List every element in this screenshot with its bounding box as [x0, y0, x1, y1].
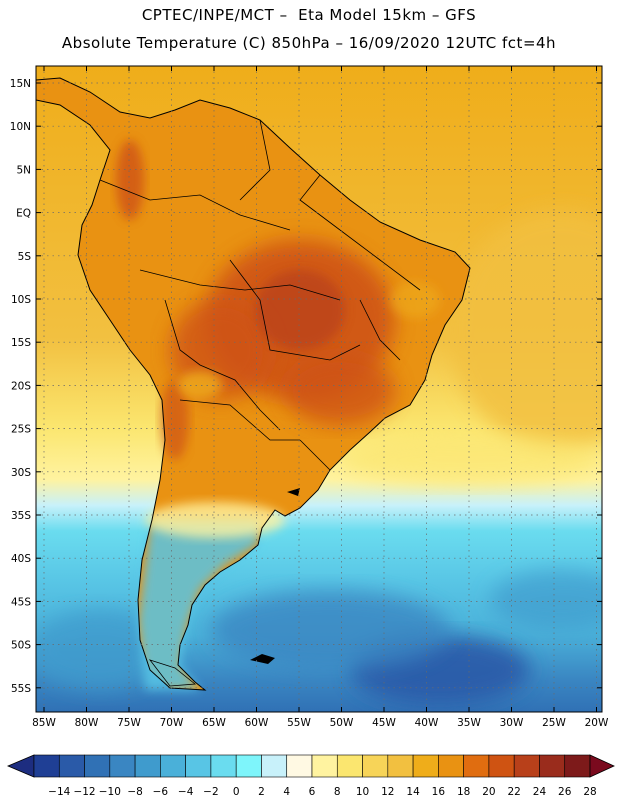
colorbar-swatch: [311, 754, 338, 778]
lon-label: 35W: [457, 717, 481, 729]
colorbar-swatch: [134, 754, 161, 778]
axis-ticks: [36, 66, 602, 712]
lat-label: 20S: [11, 380, 31, 392]
lat-label: EQ: [16, 208, 31, 220]
lon-label: 40W: [415, 717, 439, 729]
colorbar-label: −8: [127, 786, 142, 798]
colorbar-swatch: [160, 754, 186, 778]
map-title: CPTEC/INPE/MCT – Eta Model 15km – GFS: [141, 6, 477, 24]
colorbar-label: 16: [432, 786, 446, 798]
lon-label: 65W: [202, 717, 226, 729]
colorbar-label: 28: [583, 786, 596, 798]
colorbar-swatch: [185, 754, 212, 778]
colorbar-underflow: [6, 754, 35, 778]
colorbar-label: 24: [533, 786, 547, 798]
lon-label: 30W: [500, 717, 524, 729]
lat-label: 5S: [18, 251, 32, 263]
lat-label: 5N: [16, 164, 31, 176]
colorbar-label: 6: [309, 786, 316, 798]
lat-label: 15N: [10, 78, 31, 90]
colorbar-label: 26: [558, 786, 572, 798]
colorbar: [6, 754, 615, 778]
colorbar-label: 0: [233, 786, 240, 798]
lagoon: [287, 488, 300, 496]
colorbar-label: −10: [99, 786, 121, 798]
colorbar-swatch: [513, 754, 540, 778]
colorbar-swatch: [235, 754, 262, 778]
colorbar-label: 2: [258, 786, 265, 798]
lon-label: 45W: [372, 717, 396, 729]
lon-label: 85W: [32, 717, 56, 729]
colorbar-label: −12: [73, 786, 95, 798]
colorbar-swatch: [438, 754, 464, 778]
map-subtitle: Absolute Temperature (C) 850hPa – 16/09/…: [61, 34, 557, 52]
colorbar-swatch: [387, 754, 414, 778]
colorbar-label: 8: [334, 786, 341, 798]
lon-label: 50W: [330, 717, 354, 729]
colorbar-swatch: [564, 754, 591, 778]
colorbar-swatch: [58, 754, 85, 778]
lon-label: 20W: [585, 717, 609, 729]
colorbar-swatch: [84, 754, 111, 778]
colorbar-label: −2: [203, 786, 218, 798]
colorbar-swatch: [336, 754, 363, 778]
colorbar-swatch: [210, 754, 237, 778]
graticule: [36, 66, 602, 712]
colorbar-label: 18: [457, 786, 470, 798]
longitude-labels: 85W 80W 75W 70W 65W 60W 55W 50W 45W 40W 35W 30W 25W 2…: [32, 717, 609, 729]
map-frame: [35, 65, 603, 713]
colorbar-swatch: [463, 754, 490, 778]
map-field: [36, 66, 602, 712]
tierra-del-fuego: [148, 659, 197, 687]
colorbar-overflow: [589, 754, 615, 778]
lon-label: 70W: [160, 717, 184, 729]
lat-label: 10S: [11, 294, 31, 306]
lat-label: 25S: [11, 424, 31, 436]
lat-label: 50S: [11, 640, 31, 652]
colorbar-label: −14: [48, 786, 70, 798]
lat-label: 35S: [11, 510, 31, 522]
colorbar-label: 14: [406, 786, 420, 798]
colorbar-swatch: [33, 754, 60, 778]
lat-label: 10N: [10, 121, 31, 133]
country-borders: [99, 119, 421, 471]
colorbar-label: 12: [381, 786, 394, 798]
lon-label: 25W: [542, 717, 566, 729]
lon-label: 80W: [75, 717, 99, 729]
lat-label: 55S: [11, 683, 31, 695]
colorbar-label: −6: [153, 786, 169, 798]
lat-label: 30S: [11, 467, 31, 479]
colorbar-swatch: [362, 754, 389, 778]
colorbar-labels: −14 −12 −10 −8 −6 −4 −2 0 2 4 6 8 10 12 14 16 18 20 22 24 26…: [48, 786, 597, 798]
colorbar-swatch: [488, 754, 515, 778]
colorbar-label: −4: [178, 786, 194, 798]
colorbar-swatch: [109, 754, 136, 778]
lat-label: 15S: [11, 337, 31, 349]
colorbar-label: 20: [482, 786, 495, 798]
colorbar-label: 22: [507, 786, 520, 798]
lat-label: 40S: [11, 553, 31, 565]
colorbar-label: 10: [356, 786, 369, 798]
lat-label: 45S: [11, 596, 31, 608]
colorbar-swatch: [539, 754, 566, 778]
falkland-islands: [250, 654, 275, 664]
colorbar-swatch: [286, 754, 313, 778]
lon-label: 60W: [245, 717, 269, 729]
latitude-labels: 15N 10N 5N EQ 5S 10S 15S 20S 25S 30S 35S 40S 45S 50S 5…: [10, 78, 32, 695]
colorbar-swatch: [261, 754, 288, 778]
colorbar-swatch: [412, 754, 439, 778]
lon-label: 55W: [287, 717, 311, 729]
colorbar-label: 4: [283, 786, 290, 798]
lon-label: 75W: [117, 717, 141, 729]
